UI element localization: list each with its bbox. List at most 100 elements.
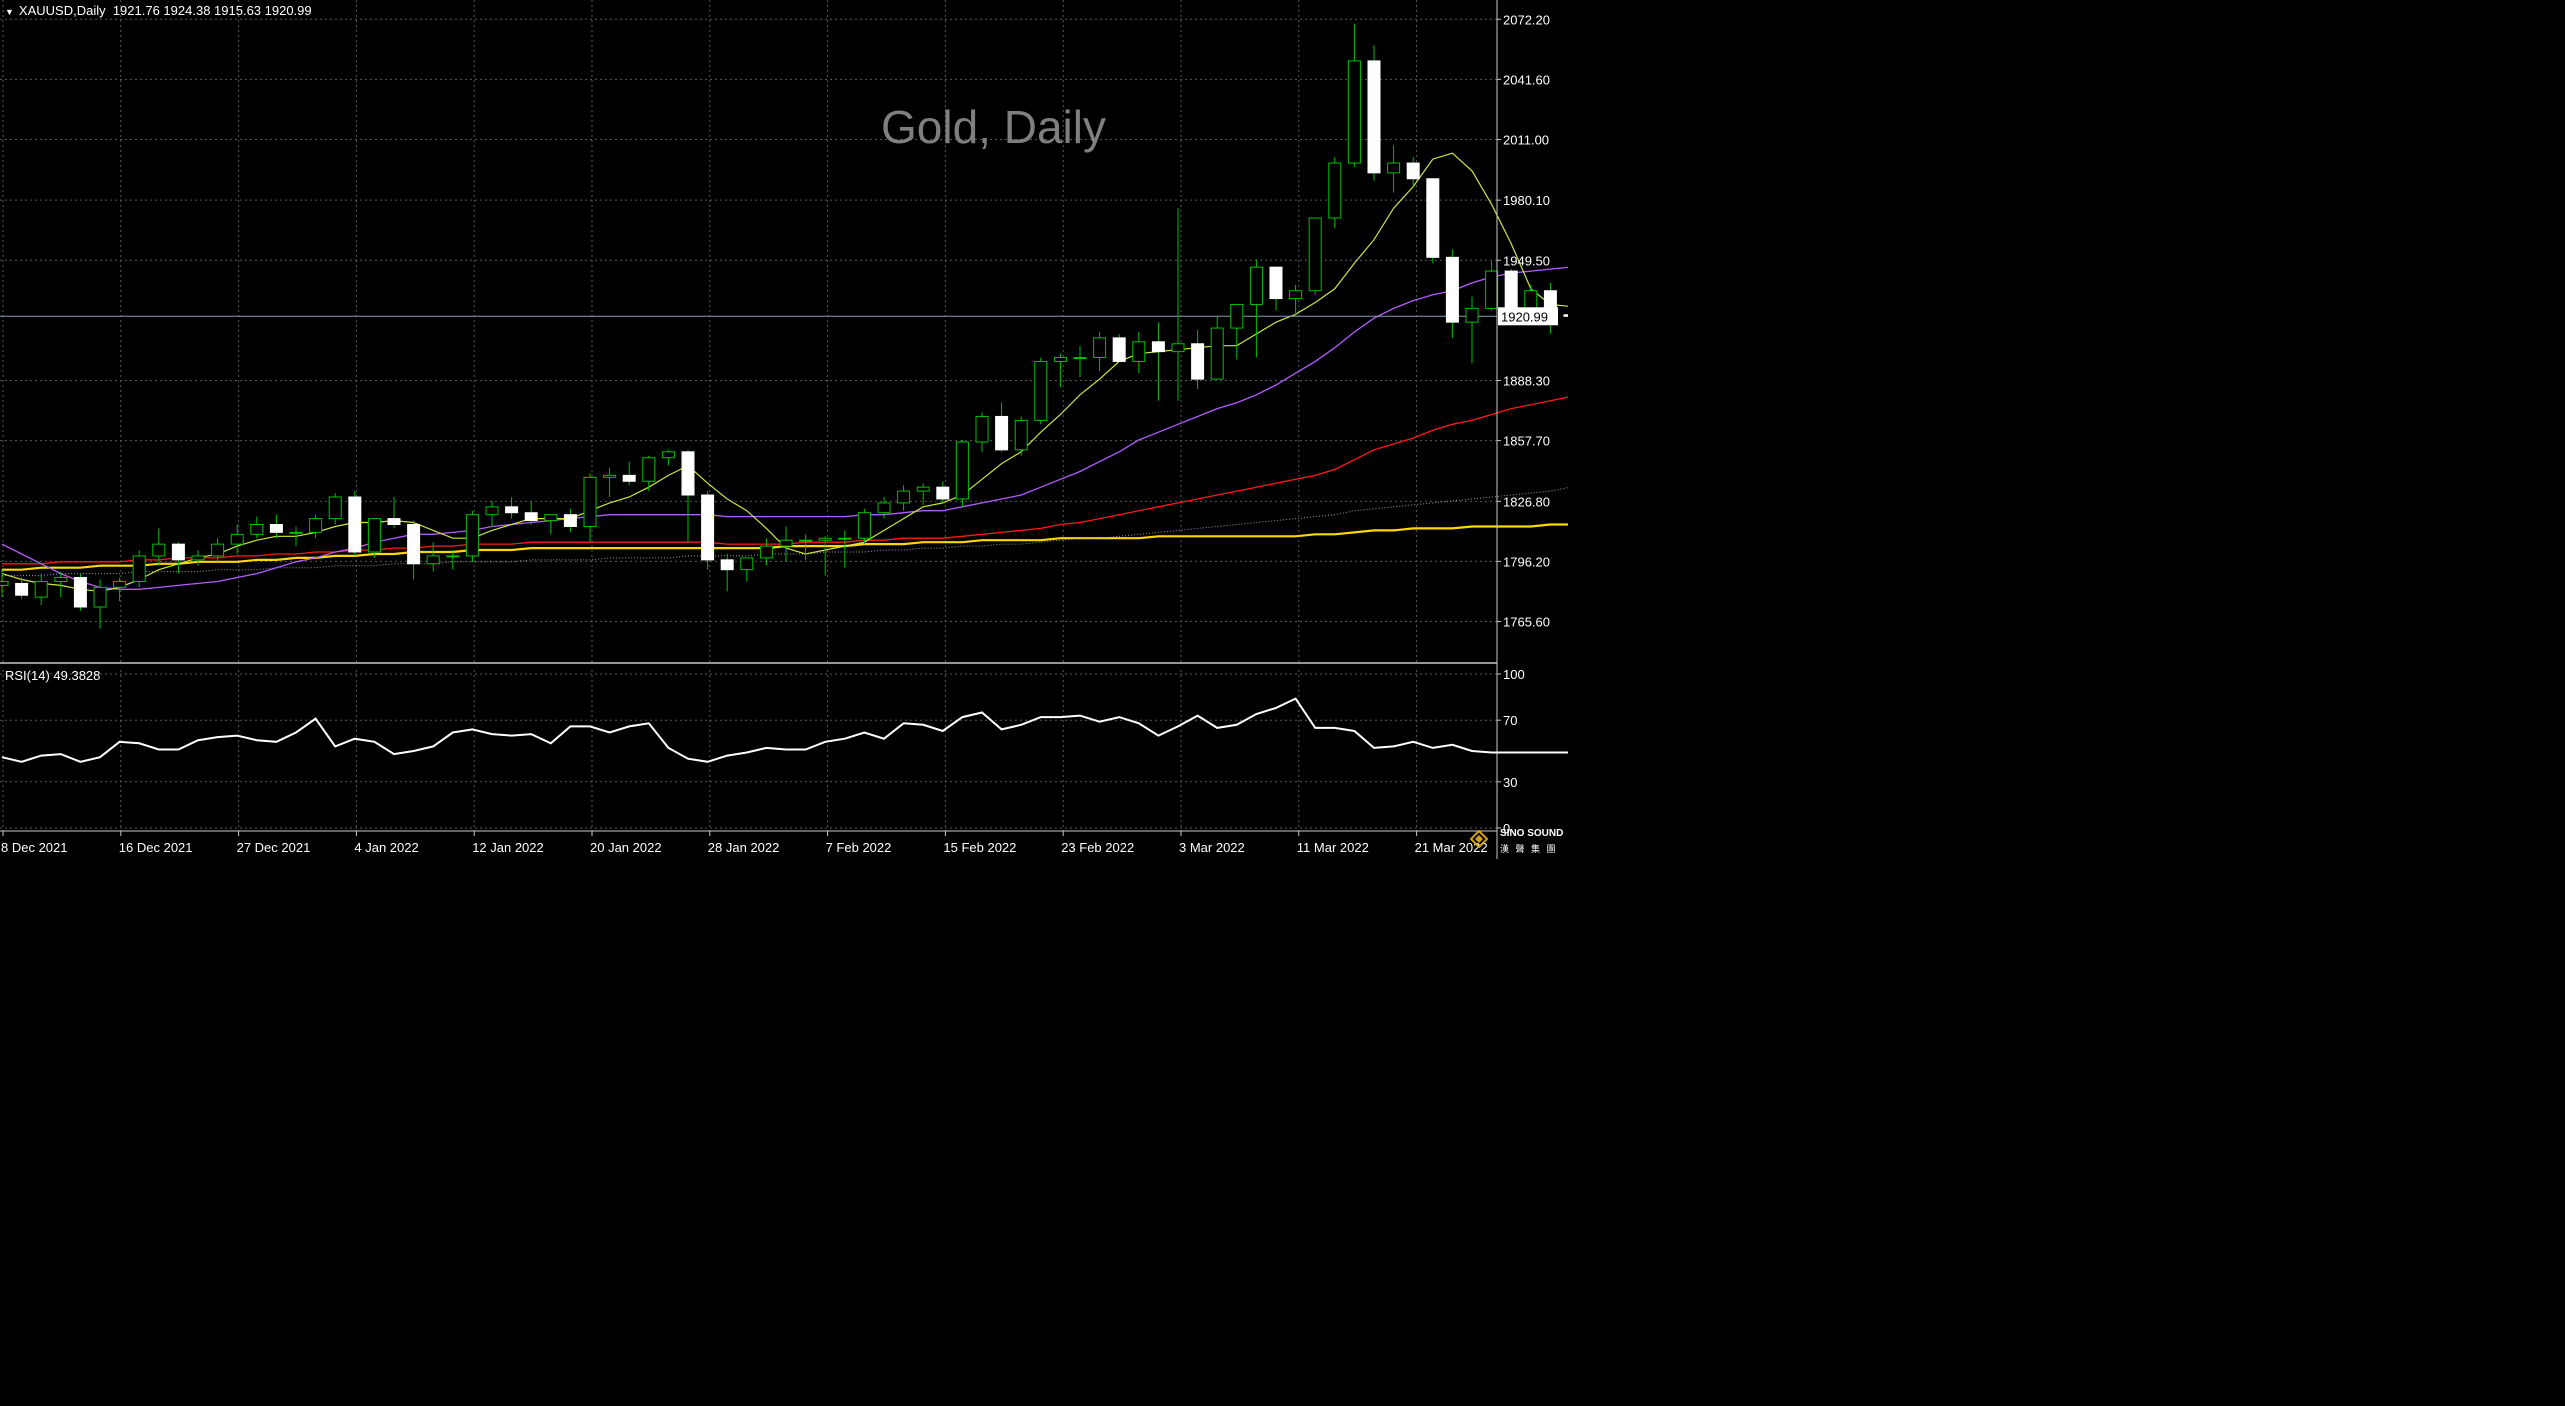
time-tick-label: 21 Mar 2022 [1415, 840, 1488, 855]
rsi-tick-label: 100 [1503, 667, 1525, 682]
last-price-label: 1920.99 [1501, 309, 1548, 324]
bull-candle [897, 490, 911, 504]
time-tick-label: 15 Feb 2022 [943, 840, 1016, 855]
time-tick-label: 7 Feb 2022 [826, 840, 892, 855]
bull-candle [465, 514, 479, 557]
time-tick-label: 16 Dec 2021 [119, 840, 193, 855]
rsi-line [1, 697, 1568, 763]
bull-candle [799, 539, 813, 542]
time-tick-label: 23 Feb 2022 [1061, 840, 1134, 855]
bull-candle [328, 496, 342, 520]
company-logo: SINO SOUND 漢 聲 集 團 [1470, 828, 1566, 856]
bull-candle [740, 557, 754, 571]
time-tick-label: 28 Jan 2022 [708, 840, 780, 855]
bull-candle [759, 545, 773, 559]
chart-watermark: Gold, Daily [881, 101, 1106, 153]
chart-background [0, 0, 1568, 859]
bear-candle [171, 543, 185, 561]
bull-candle [54, 577, 68, 582]
time-axis: 8 Dec 2021 16 Dec 2021 27 Dec 2021 4 Jan 20… [0, 830, 1497, 855]
bull-candle [289, 531, 303, 534]
bull-candle [309, 518, 323, 533]
bear-candle [1191, 343, 1205, 380]
bull-candle [1308, 217, 1322, 292]
bull-candle [426, 555, 440, 565]
bear-candle [701, 494, 715, 561]
rsi-panel: 100 70 30 0 [0, 662, 1568, 836]
bull-candle [1014, 419, 1028, 451]
time-tick-label: 3 Mar 2022 [1179, 840, 1245, 855]
bull-candle [955, 441, 969, 500]
bull-candle [603, 474, 617, 478]
chart-canvas[interactable]: 2072.20 2041.60 2011.00 1980.10 1949.50 1920.… [0, 0, 1568, 859]
bear-candle [387, 518, 401, 525]
bull-candle [661, 451, 675, 459]
bear-candle [681, 451, 695, 496]
logo-text-en: SINO SOUND [1500, 828, 1564, 839]
last-price-box [1498, 307, 1558, 326]
collapse-triangle-icon[interactable]: ▼ [5, 7, 14, 17]
bear-candle [407, 523, 421, 565]
rsi-label: RSI(14) 49.3828 [5, 668, 101, 683]
bull-candle [211, 543, 225, 557]
bull-candle [1387, 162, 1401, 174]
bear-candle [269, 523, 283, 533]
bull-candle [250, 523, 264, 535]
moving-average-lines [0, 152, 1568, 592]
price-tick-label: 2072.20 [1503, 12, 1550, 27]
price-tick-label: 1796.20 [1503, 554, 1550, 569]
bull-candle [877, 502, 891, 514]
price-tick-label: 1888.30 [1503, 374, 1550, 389]
rsi-tick-label: 0 [1503, 821, 1510, 836]
bear-candle [720, 559, 734, 571]
bull-candle [1210, 327, 1224, 380]
bull-candle [1034, 360, 1048, 421]
bear-candle [1406, 162, 1420, 180]
grid-lines [0, 0, 1497, 831]
bull-candle [1485, 270, 1499, 309]
bull-candle [642, 457, 656, 482]
bear-candle [1445, 256, 1459, 323]
ma20-line [1, 266, 1568, 590]
bull-candle [1347, 60, 1361, 164]
bull-candle [1289, 290, 1303, 300]
bear-candle [1563, 314, 1568, 317]
ma120-line [2, 487, 1568, 577]
bull-candle [1249, 266, 1263, 305]
bear-candle [1367, 60, 1381, 174]
bull-candle [1053, 357, 1067, 362]
time-tick-label: 27 Dec 2021 [237, 840, 311, 855]
bear-candle [505, 506, 519, 514]
price-tick-label: 1980.10 [1503, 193, 1550, 208]
price-tick-label: 1826.80 [1503, 494, 1550, 509]
bull-candle [485, 506, 499, 516]
time-tick-label: 4 Jan 2022 [354, 840, 418, 855]
bull-candle [446, 555, 460, 558]
price-axis: 2072.20 2041.60 2011.00 1980.10 1949.50 1920.… [1496, 0, 1558, 859]
symbol-header[interactable]: ▼ XAUUSD,Daily 1921.76 1924.38 1915.63 19… [5, 3, 312, 18]
price-tick-label: 1949.50 [1503, 253, 1550, 268]
bull-candle [838, 537, 852, 540]
bear-candle [1151, 341, 1165, 353]
bear-candle [1269, 266, 1283, 300]
bear-candle [1426, 178, 1440, 258]
bull-candle [93, 586, 107, 608]
bear-candle [995, 415, 1009, 451]
price-tick-label: 2041.60 [1503, 72, 1550, 87]
bull-candle [975, 415, 989, 443]
price-tick-label: 2011.00 [1503, 132, 1549, 147]
bear-candle [563, 514, 577, 527]
bull-candle [1073, 357, 1087, 360]
bull-candle [1230, 303, 1244, 329]
bull-candle [0, 580, 9, 586]
bull-candle [1171, 343, 1185, 353]
bull-candle [916, 486, 930, 492]
logo-text-zh: 漢 聲 集 團 [1500, 844, 1558, 854]
bull-candle [1328, 162, 1342, 219]
time-tick-label: 20 Jan 2022 [590, 840, 662, 855]
symbol-ohlc-text: XAUUSD,Daily 1921.76 1924.38 1915.63 192… [18, 3, 312, 18]
bear-candle [1112, 337, 1126, 362]
time-tick-label: 11 Mar 2022 [1297, 840, 1369, 855]
time-tick-label: 8 Dec 2021 [1, 840, 68, 855]
bull-candle [132, 555, 146, 582]
